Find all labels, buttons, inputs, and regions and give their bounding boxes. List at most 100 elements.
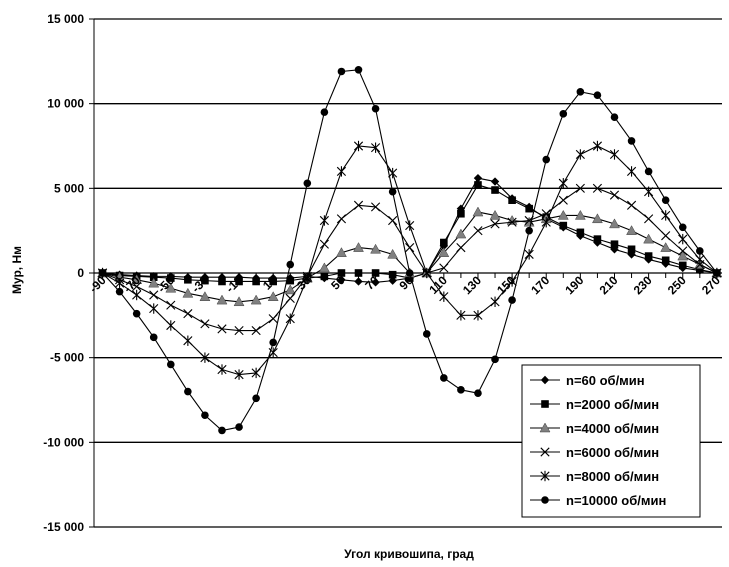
data-point — [371, 104, 380, 113]
legend-marker — [540, 470, 550, 482]
data-point — [218, 277, 226, 286]
data-point — [354, 66, 363, 74]
data-point — [201, 276, 209, 285]
data-point — [575, 149, 585, 160]
data-point — [661, 210, 671, 221]
legend: n=60 об/мин n=2000 об/мин n=4000 об/мин n=6… — [521, 364, 701, 518]
data-point — [165, 282, 177, 293]
data-point — [388, 215, 398, 226]
data-point — [439, 291, 449, 302]
data-point — [609, 218, 620, 229]
data-point — [678, 233, 688, 245]
data-point — [370, 142, 381, 153]
legend-marker — [541, 496, 549, 504]
data-point — [184, 275, 192, 284]
data-point — [507, 276, 517, 287]
data-point — [610, 240, 619, 249]
data-point — [661, 256, 670, 265]
legend-label: n=6000 об/мин — [566, 445, 659, 460]
data-point — [149, 273, 158, 282]
data-point — [405, 269, 414, 277]
data-point — [250, 294, 262, 305]
series-line — [102, 187, 718, 332]
data-point — [525, 226, 533, 235]
legend-box — [521, 364, 701, 518]
data-point — [388, 187, 397, 196]
data-point — [525, 204, 533, 213]
data-point — [302, 272, 312, 284]
data-point — [235, 423, 243, 431]
data-point — [353, 200, 364, 210]
data-point — [491, 186, 499, 194]
legend-item: n=10000 об/мин — [530, 493, 666, 508]
data-point — [440, 238, 448, 247]
data-point — [609, 149, 620, 160]
data-point — [149, 333, 158, 342]
data-point — [166, 360, 175, 369]
data-point — [610, 113, 619, 122]
y-tick-label: 5 000 — [54, 181, 84, 195]
x-tick-label: 210 — [597, 273, 621, 297]
data-point — [456, 310, 466, 321]
data-point — [490, 296, 500, 307]
data-point — [609, 190, 620, 200]
data-point — [132, 309, 141, 318]
data-point — [252, 277, 260, 286]
data-point — [593, 91, 602, 99]
y-tick-label: 10 000 — [47, 97, 84, 111]
data-point — [269, 277, 277, 286]
data-point — [473, 173, 483, 183]
data-point — [131, 274, 143, 285]
data-point — [405, 274, 414, 282]
x-tick-label: 10 — [260, 273, 280, 293]
data-point — [558, 195, 568, 205]
legend-item: n=4000 об/мин — [530, 421, 659, 436]
data-point — [474, 181, 482, 189]
data-point — [149, 290, 159, 300]
legend-marker — [541, 400, 549, 408]
data-point — [507, 217, 517, 227]
legend-item: n=6000 об/мин — [530, 445, 659, 460]
data-point — [132, 281, 142, 292]
data-point — [285, 313, 295, 324]
data-point — [319, 215, 329, 226]
data-point — [201, 411, 209, 420]
data-point — [456, 243, 466, 253]
data-point — [166, 320, 176, 331]
data-point — [576, 228, 585, 237]
data-point — [440, 374, 448, 382]
data-point — [524, 249, 534, 260]
data-point — [508, 196, 516, 204]
data-point — [233, 296, 245, 307]
x-tick-label: 130 — [460, 273, 484, 297]
data-point — [695, 254, 705, 265]
data-point — [542, 155, 551, 164]
data-point — [626, 200, 637, 210]
data-point — [218, 426, 226, 435]
data-point — [184, 387, 192, 396]
x-tick-label: 250 — [665, 273, 689, 297]
y-tick-label: 15 000 — [47, 12, 84, 26]
data-point — [473, 226, 483, 236]
data-point — [473, 310, 483, 321]
data-point — [353, 242, 364, 252]
data-point — [490, 219, 500, 229]
data-point — [286, 260, 295, 269]
data-point — [559, 221, 568, 230]
data-point — [149, 303, 159, 314]
data-point — [660, 242, 672, 252]
data-point — [320, 108, 329, 116]
legend-item: n=2000 об/мин — [530, 397, 659, 412]
data-point — [405, 243, 415, 253]
data-point — [508, 296, 516, 304]
data-point — [370, 243, 382, 254]
y-tick-label: -5 000 — [50, 351, 84, 365]
data-point — [251, 367, 261, 379]
data-point — [183, 335, 193, 346]
y-tick-label: -10 000 — [43, 435, 84, 449]
data-point — [574, 209, 586, 220]
data-point — [200, 352, 210, 363]
data-point — [336, 247, 347, 257]
data-point — [337, 67, 346, 76]
series-group — [97, 66, 723, 435]
